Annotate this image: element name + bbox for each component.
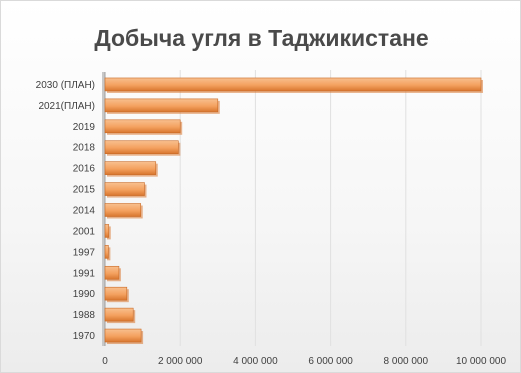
- y-tick-label: 2018: [73, 143, 96, 154]
- x-tick-label: 2 000 000: [158, 356, 203, 367]
- y-tick-label: 1990: [73, 289, 96, 300]
- bar: [104, 119, 181, 134]
- bar: [104, 328, 142, 343]
- y-axis-wall: [102, 72, 105, 346]
- x-tick-label: 4 000 000: [233, 356, 278, 367]
- bar: [104, 140, 179, 155]
- x-tick-label: 0: [102, 356, 108, 367]
- bar: [104, 161, 157, 175]
- y-tick-label: 1988: [73, 310, 96, 321]
- x-tick-label: 6 000 000: [308, 356, 353, 367]
- bar: [104, 77, 482, 92]
- bar-shadow: [107, 247, 111, 261]
- y-tick-label: 2021(ПЛАН): [38, 101, 95, 112]
- y-tick-label: 1997: [73, 247, 96, 258]
- bar: [104, 98, 219, 113]
- bar: [104, 265, 120, 280]
- bar: [104, 182, 145, 196]
- bar: [104, 245, 109, 259]
- bar: [104, 203, 142, 217]
- y-tick-label: 2015: [73, 185, 96, 196]
- y-tick-label: 2001: [73, 226, 96, 237]
- y-tick-label: 2014: [73, 206, 96, 217]
- y-tick-label: 2030 (ПЛАН): [36, 80, 95, 91]
- y-tick-label: 2019: [73, 122, 96, 133]
- x-tick-label: 10 000 000: [456, 356, 506, 367]
- bar: [104, 307, 134, 322]
- bar: [104, 224, 110, 238]
- y-tick-label: 2016: [73, 164, 96, 175]
- chart-title: Добыча угля в Таджикистане: [94, 25, 429, 51]
- y-tick-label: 1991: [73, 268, 96, 279]
- x-tick-label: 8 000 000: [384, 356, 429, 367]
- y-tick-label: 1970: [73, 331, 96, 342]
- bar: [104, 286, 128, 301]
